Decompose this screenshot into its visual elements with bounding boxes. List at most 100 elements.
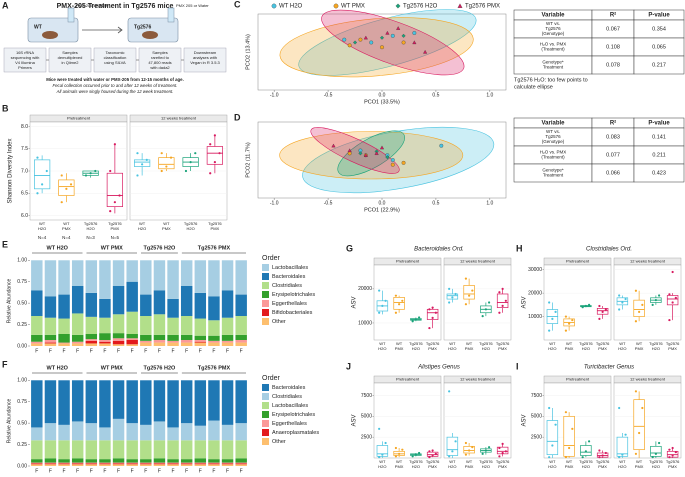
- panel-title: Bacteroidales Ord.: [414, 247, 464, 253]
- x-tick-label: Tg2576: [496, 341, 510, 346]
- point: [487, 446, 491, 449]
- point: [598, 317, 601, 321]
- bar-segment: [44, 334, 57, 340]
- bar-segment: [71, 334, 84, 342]
- bottle: [167, 7, 175, 23]
- x-tick-label: -0.5: [324, 200, 333, 206]
- bar-segment: [153, 458, 166, 463]
- x-tick-label: WT: [379, 459, 386, 464]
- x-tick-label: PMX: [668, 346, 677, 351]
- x-tick-label: F: [226, 468, 229, 474]
- y-tick-label: 0.00: [17, 343, 27, 349]
- point: [471, 446, 474, 449]
- x-tick-label: WT: [379, 341, 386, 346]
- table-text: Treatment: [543, 173, 564, 178]
- bar-segment: [235, 462, 247, 464]
- x-tick-label: WT: [636, 459, 643, 464]
- bar-segment: [44, 423, 57, 441]
- confidence-ellipse: [337, 130, 405, 177]
- bar-segment: [85, 440, 98, 460]
- point: [145, 158, 148, 161]
- bar-segment: [208, 342, 220, 346]
- y-tick-label: 0.50: [17, 300, 27, 306]
- point: [598, 449, 601, 452]
- bar-segment: [180, 462, 193, 464]
- point: [412, 31, 417, 35]
- bar-segment: [99, 260, 111, 299]
- cage-label: WT: [34, 24, 42, 30]
- bar-segment: [44, 260, 57, 297]
- point: [604, 308, 607, 311]
- bar-segment: [71, 463, 84, 465]
- bar-segment: [180, 464, 193, 466]
- table-value: 0.077: [606, 152, 620, 158]
- legend-swatch: [262, 309, 269, 316]
- legend-label: Other: [272, 319, 286, 325]
- point: [568, 446, 571, 450]
- bar-segment: [44, 296, 57, 318]
- bar-segment: [112, 464, 125, 466]
- table-text: Genotype*: [542, 168, 564, 173]
- bar-segment: [126, 423, 138, 441]
- bar-segment: [85, 316, 98, 334]
- point: [411, 455, 414, 458]
- bar-segment: [44, 380, 57, 424]
- diagram-title: PMX-205 Treatment in Tg2576 mice: [57, 3, 174, 10]
- bar-segment: [31, 427, 43, 441]
- point: [369, 40, 374, 45]
- point: [464, 441, 468, 445]
- bar-segment: [85, 423, 98, 441]
- bar-segment: [99, 380, 111, 428]
- point: [668, 448, 671, 451]
- x-tick-label: PMX: [635, 346, 644, 351]
- bar-segment: [58, 260, 70, 295]
- legend-swatch: [262, 429, 269, 436]
- point: [69, 183, 73, 186]
- x-tick-label: H2O: [482, 346, 490, 351]
- bar-segment: [71, 341, 84, 344]
- bar-segment: [112, 260, 125, 286]
- point: [464, 453, 468, 456]
- bar-segment: [58, 380, 70, 425]
- bar-segment: [194, 440, 207, 459]
- bar-segment: [194, 342, 207, 346]
- table-value: 0.083: [606, 134, 620, 140]
- x-tick-label: Tg2576: [579, 459, 593, 464]
- bar-segment: [31, 462, 43, 464]
- legend-swatch: [262, 264, 269, 271]
- step-text: Primers: [18, 65, 32, 70]
- point: [65, 187, 68, 190]
- y-tick-label: 10000: [358, 320, 372, 326]
- bar-segment: [126, 464, 138, 466]
- legend-label: WT H2O: [279, 4, 303, 10]
- point: [417, 316, 421, 319]
- bar-segment: [99, 340, 111, 342]
- table-text: H₂O vs. PMX: [540, 42, 567, 47]
- point: [109, 169, 112, 173]
- bar-segment: [194, 318, 207, 336]
- y-tick-label: 8.0: [21, 124, 28, 130]
- bar-segment: [58, 440, 70, 460]
- point: [431, 449, 434, 452]
- table-value: 0.108: [606, 44, 620, 50]
- bar-segment: [112, 344, 125, 346]
- bar-segment: [235, 380, 247, 424]
- x-tick-label: H2O: [652, 346, 660, 351]
- table-value: 0.078: [606, 62, 620, 68]
- x-tick-label: PMX: [162, 226, 171, 231]
- bar-segment: [208, 462, 220, 464]
- bar-segment: [235, 334, 247, 340]
- legend-label: WT PMX: [341, 4, 365, 10]
- bar-segment: [71, 421, 84, 441]
- point: [414, 453, 417, 456]
- panel-letter: I: [516, 361, 519, 371]
- y-tick-label: 30000: [528, 267, 542, 273]
- bar-segment: [235, 464, 247, 466]
- legend-swatch: [262, 411, 269, 418]
- point: [394, 455, 398, 458]
- x-tick-label: Tg2576: [649, 459, 663, 464]
- point: [548, 456, 551, 459]
- table-text: Treatment: [543, 65, 564, 70]
- point: [634, 390, 638, 393]
- x-tick-label: F: [49, 468, 52, 474]
